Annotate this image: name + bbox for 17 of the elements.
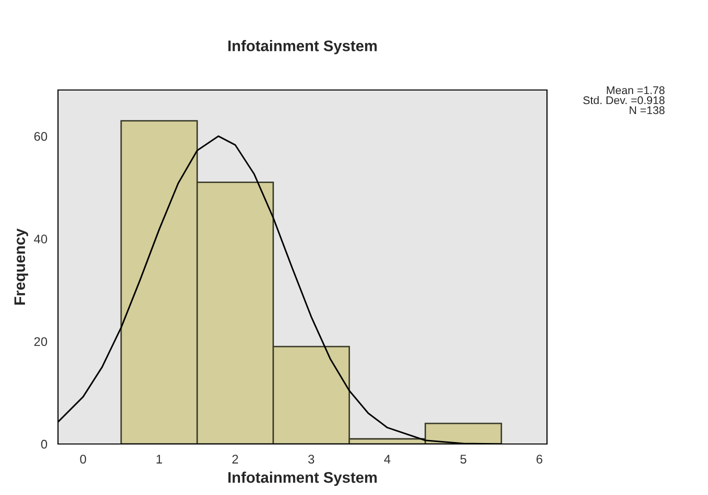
chart-title: Infotainment System xyxy=(228,40,377,54)
y-tick-label: 0 xyxy=(41,440,48,449)
text: Std. Dev. =0.918 xyxy=(583,96,665,104)
x-tick-label: 4 xyxy=(384,454,390,464)
y-tick-label: 60 xyxy=(34,132,48,141)
y-axis-title: Frequency xyxy=(14,228,28,305)
x-tick-label: 0 xyxy=(80,454,86,464)
x-tick-label: 1 xyxy=(156,454,162,464)
x-tick-label: 2 xyxy=(232,454,238,464)
text: N =138 xyxy=(630,106,665,114)
y-tick-label: 20 xyxy=(34,337,48,346)
x-tick-label: 6 xyxy=(536,454,542,464)
y-tick-label: 40 xyxy=(34,234,48,244)
x-tick-label: 5 xyxy=(460,454,466,464)
text: Mean =1.78 xyxy=(606,86,665,94)
x-tick-label: 3 xyxy=(308,454,314,464)
x-axis-title: Infotainment System xyxy=(228,472,377,486)
